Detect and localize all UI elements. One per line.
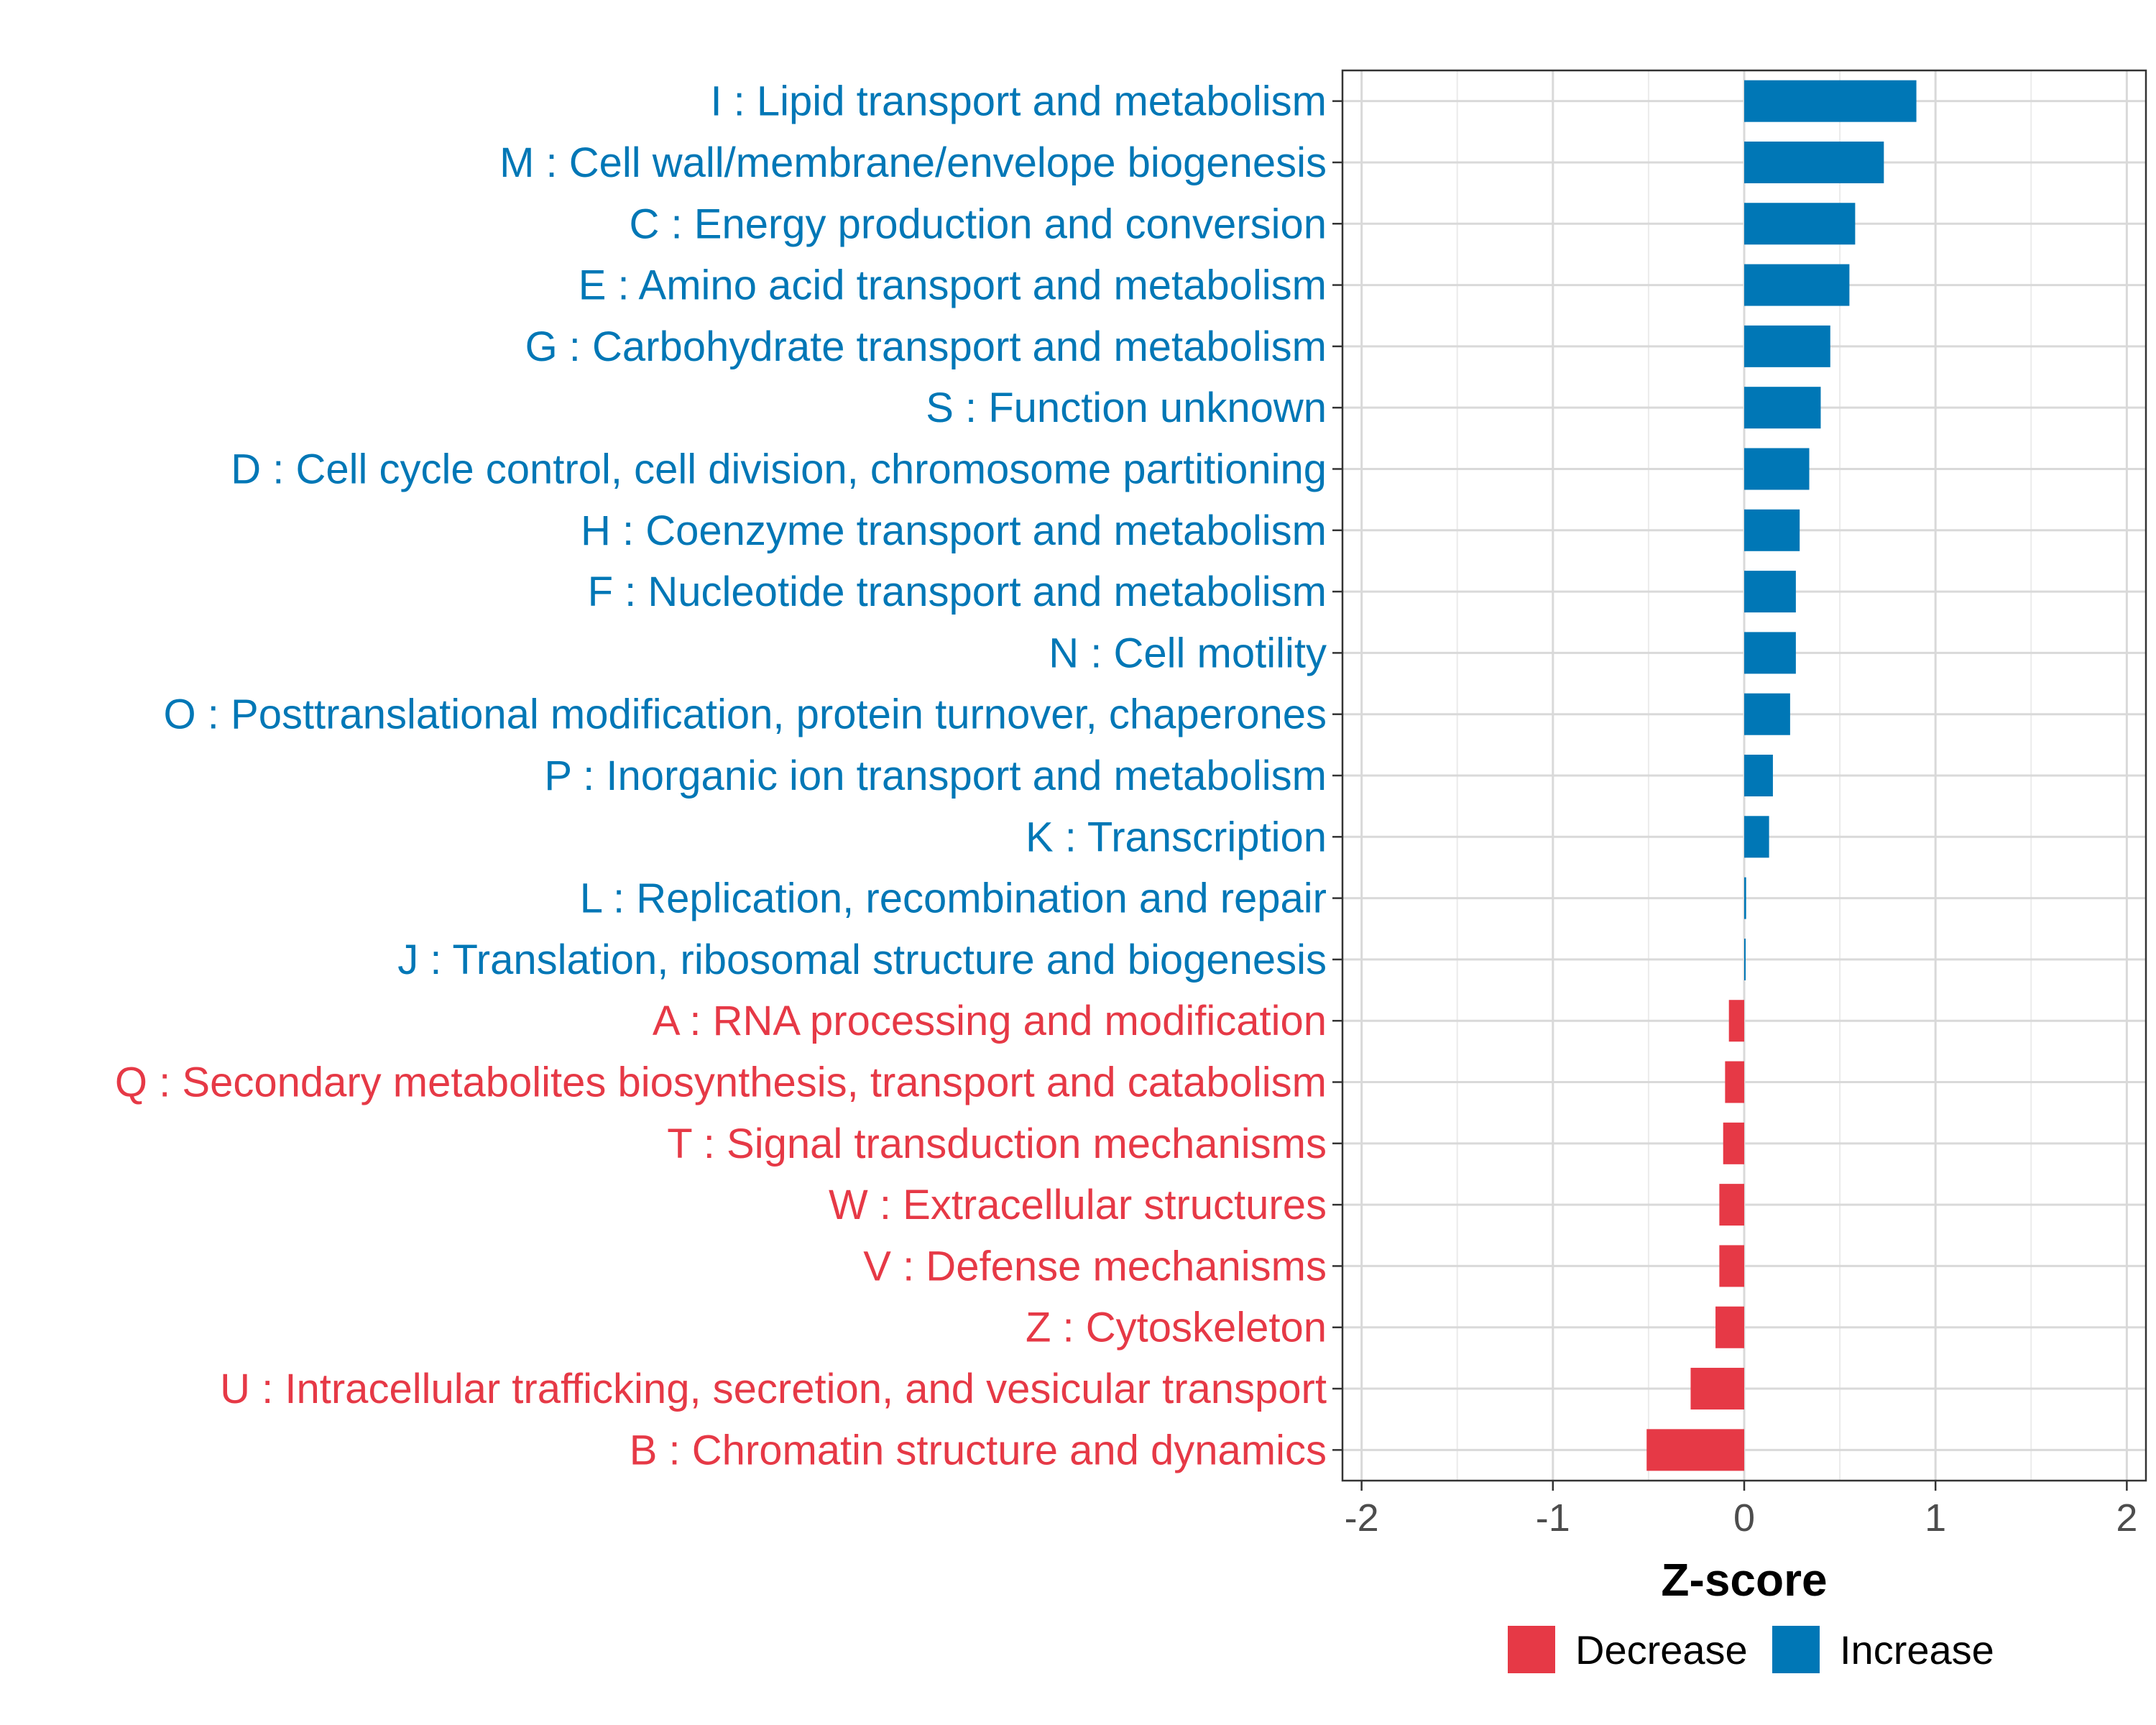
x-tick-label-4: 2 xyxy=(2116,1496,2137,1540)
category-label-7: H : Coenzyme transport and metabolism xyxy=(581,507,1327,554)
category-label-17: T : Signal transduction mechanisms xyxy=(667,1121,1327,1167)
x-tick-label-3: 1 xyxy=(1925,1496,1946,1540)
category-label-4: G : Carbohydrate transport and metabolis… xyxy=(525,323,1327,370)
bar-9 xyxy=(1744,632,1796,674)
legend-swatch-decrease xyxy=(1508,1626,1555,1673)
category-label-13: L : Replication, recombination and repai… xyxy=(580,875,1327,922)
category-label-11: P : Inorganic ion transport and metaboli… xyxy=(544,753,1327,799)
bars xyxy=(1646,80,1917,1471)
x-axis-title: Z-score xyxy=(1661,1554,1827,1606)
category-label-9: N : Cell motility xyxy=(1049,630,1327,676)
x-tick-label-1: -1 xyxy=(1536,1496,1570,1540)
category-label-0: I : Lipid transport and metabolism xyxy=(710,78,1327,125)
x-axis-ticks xyxy=(1360,1481,2128,1491)
x-tick-label-2: 0 xyxy=(1733,1496,1755,1540)
bar-17 xyxy=(1723,1122,1744,1164)
bar-12 xyxy=(1744,816,1769,858)
category-label-1: M : Cell wall/membrane/envelope biogenes… xyxy=(499,139,1327,186)
legend: Decrease Increase xyxy=(1508,1626,1994,1673)
bar-11 xyxy=(1744,754,1773,797)
y-axis-labels: I : Lipid transport and metabolism M : Ce… xyxy=(115,78,1327,1474)
category-label-2: C : Energy production and conversion xyxy=(630,201,1327,247)
category-label-15: A : RNA processing and modification xyxy=(653,998,1327,1044)
bar-14 xyxy=(1744,938,1746,980)
bar-20 xyxy=(1715,1306,1744,1348)
category-label-8: F : Nucleotide transport and metabolism xyxy=(588,569,1327,615)
bar-16 xyxy=(1725,1061,1744,1103)
category-label-3: E : Amino acid transport and metabolism xyxy=(579,262,1327,309)
category-label-18: W : Extracellular structures xyxy=(829,1182,1327,1228)
bar-22 xyxy=(1646,1429,1744,1471)
bar-5 xyxy=(1744,387,1821,429)
category-label-16: Q : Secondary metabolites biosynthesis, … xyxy=(115,1059,1327,1106)
x-axis-labels: -2 -1 0 1 2 xyxy=(1345,1496,2138,1540)
bar-19 xyxy=(1719,1245,1744,1287)
bar-6 xyxy=(1744,448,1810,490)
category-label-5: S : Function unknown xyxy=(926,385,1327,431)
category-label-20: Z : Cytoskeleton xyxy=(1026,1305,1327,1351)
category-label-21: U : Intracellular trafficking, secretion… xyxy=(220,1366,1327,1412)
legend-swatch-increase xyxy=(1772,1626,1820,1673)
y-axis-ticks xyxy=(1332,100,1342,1451)
bar-3 xyxy=(1744,264,1850,306)
bar-13 xyxy=(1744,877,1746,919)
bar-15 xyxy=(1728,1000,1744,1042)
category-label-6: D : Cell cycle control, cell division, c… xyxy=(231,446,1327,492)
bar-21 xyxy=(1690,1368,1744,1410)
bar-7 xyxy=(1744,509,1800,551)
x-tick-label-0: -2 xyxy=(1345,1496,1379,1540)
category-label-22: B : Chromatin structure and dynamics xyxy=(630,1427,1327,1473)
legend-label-decrease: Decrease xyxy=(1575,1627,1748,1673)
bar-10 xyxy=(1744,693,1790,735)
bar-4 xyxy=(1744,325,1830,367)
bar-1 xyxy=(1744,141,1884,183)
bar-18 xyxy=(1719,1184,1744,1226)
category-label-10: O : Posttranslational modification, prot… xyxy=(164,691,1327,738)
bar-0 xyxy=(1744,80,1917,122)
bar-8 xyxy=(1744,571,1796,613)
category-label-14: J : Translation, ribosomal structure and… xyxy=(397,937,1327,983)
category-label-19: V : Defense mechanisms xyxy=(863,1243,1327,1289)
bar-2 xyxy=(1744,203,1856,245)
legend-label-increase: Increase xyxy=(1840,1627,1994,1673)
category-label-12: K : Transcription xyxy=(1026,814,1327,860)
